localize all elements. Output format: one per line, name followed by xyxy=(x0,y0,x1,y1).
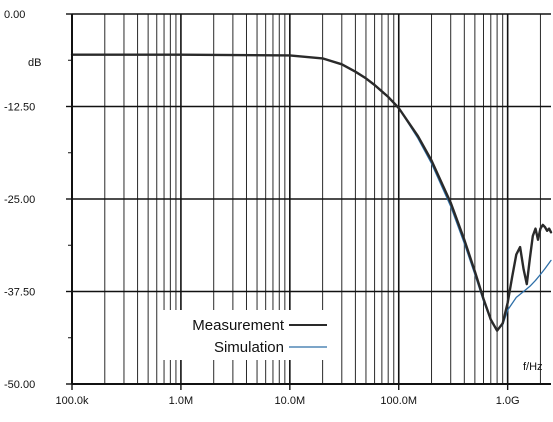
legend-box xyxy=(158,310,338,360)
y-axis-unit-label: dB xyxy=(28,57,41,69)
x-tick-label: 100.0M xyxy=(380,395,417,407)
y-tick-label: -37.50 xyxy=(4,287,35,299)
y-tick-label: -50.00 xyxy=(4,379,35,391)
tick-labels: 100.0k 1.0M 10.0M 100.0M 1.0G 0.00 -12.50 -25.0… xyxy=(4,9,520,407)
y-tick-label: -25.00 xyxy=(4,194,35,206)
legend-label-simulation: Simulation xyxy=(214,339,284,356)
x-tick-label: 1.0M xyxy=(169,395,193,407)
x-tick-label: 10.0M xyxy=(275,395,306,407)
legend-label-measurement: Measurement xyxy=(192,317,285,334)
x-tick-label: 1.0G xyxy=(496,395,520,407)
series-line-measurement xyxy=(70,53,553,332)
legend: Measurement Simulation xyxy=(192,317,327,356)
x-tick-label: 100.0k xyxy=(55,395,89,407)
axes xyxy=(66,13,551,390)
y-tick-label: -12.50 xyxy=(4,102,35,114)
y-tick-label: 0.00 xyxy=(4,9,25,21)
series-layer xyxy=(70,53,553,332)
x-axis-unit-label: f/Hz xyxy=(523,361,543,373)
